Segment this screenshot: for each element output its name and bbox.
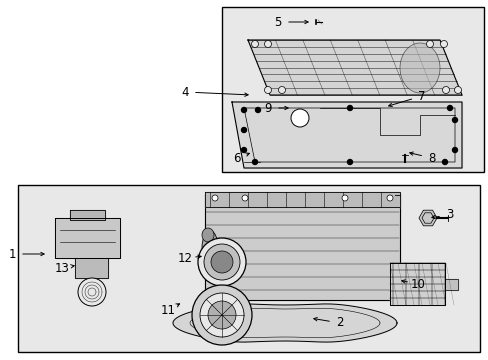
Circle shape: [386, 195, 392, 201]
Polygon shape: [389, 263, 444, 305]
Circle shape: [78, 278, 106, 306]
Circle shape: [252, 159, 257, 165]
Ellipse shape: [399, 43, 439, 93]
Text: 4: 4: [181, 85, 188, 99]
Circle shape: [347, 105, 352, 111]
Polygon shape: [444, 279, 457, 290]
Circle shape: [212, 195, 218, 201]
Polygon shape: [204, 195, 399, 300]
Polygon shape: [421, 213, 433, 223]
Text: 6: 6: [233, 152, 240, 165]
Ellipse shape: [202, 228, 214, 242]
Circle shape: [278, 86, 285, 94]
Circle shape: [264, 86, 271, 94]
Circle shape: [241, 127, 246, 132]
Circle shape: [442, 86, 448, 94]
Bar: [222, 7, 483, 172]
Circle shape: [440, 40, 447, 48]
Text: 9: 9: [264, 102, 271, 114]
Circle shape: [242, 195, 247, 201]
Text: 1: 1: [8, 248, 16, 261]
Circle shape: [241, 108, 246, 112]
Ellipse shape: [202, 230, 218, 266]
Circle shape: [426, 40, 433, 48]
Circle shape: [207, 301, 236, 329]
Polygon shape: [55, 218, 120, 258]
Text: 3: 3: [446, 208, 453, 221]
Text: 10: 10: [410, 278, 425, 291]
Circle shape: [210, 251, 232, 273]
Polygon shape: [204, 192, 399, 207]
Bar: [18, 185, 479, 352]
Circle shape: [255, 108, 260, 112]
Circle shape: [264, 40, 271, 48]
Circle shape: [251, 40, 258, 48]
Polygon shape: [75, 258, 108, 278]
Circle shape: [200, 293, 244, 337]
Polygon shape: [173, 304, 396, 342]
Text: 7: 7: [417, 90, 425, 103]
Circle shape: [451, 117, 457, 122]
Text: 8: 8: [427, 152, 435, 165]
Circle shape: [241, 148, 246, 153]
Text: 5: 5: [274, 15, 281, 28]
Text: 2: 2: [336, 316, 343, 329]
Circle shape: [290, 109, 308, 127]
Circle shape: [447, 105, 451, 111]
Text: 13: 13: [55, 261, 69, 274]
Circle shape: [198, 238, 245, 286]
Polygon shape: [418, 210, 436, 226]
Circle shape: [451, 148, 457, 153]
Circle shape: [341, 195, 347, 201]
Circle shape: [203, 244, 240, 280]
Text: 11: 11: [160, 303, 175, 316]
Polygon shape: [70, 210, 105, 220]
Text: 12: 12: [177, 252, 192, 265]
Circle shape: [453, 86, 461, 94]
Ellipse shape: [202, 255, 214, 269]
Circle shape: [347, 159, 352, 165]
Circle shape: [192, 285, 251, 345]
Polygon shape: [231, 102, 461, 168]
Polygon shape: [247, 40, 461, 95]
Circle shape: [442, 159, 447, 165]
